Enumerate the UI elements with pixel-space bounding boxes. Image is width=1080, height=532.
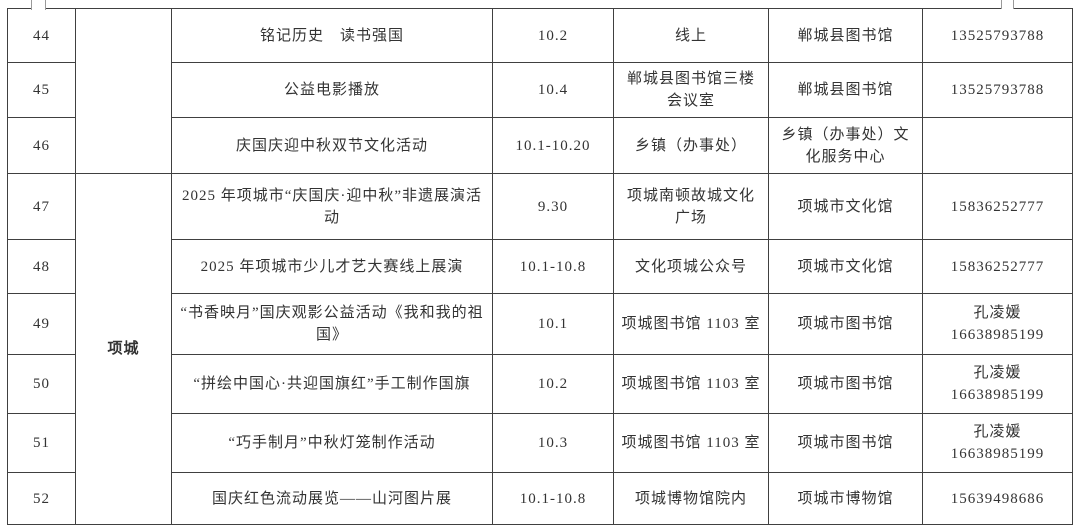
- row-number-cell: 46: [7, 117, 76, 174]
- row-number-cell: 50: [7, 354, 76, 414]
- contact-cell: 15639498686: [922, 472, 1073, 525]
- row-number-cell: 47: [7, 173, 76, 240]
- table-row: 45 公益电影播放 10.4 郸城县图书馆三楼会议室 郸城县图书馆 135257…: [7, 62, 1073, 118]
- organizer-cell: 项城市文化馆: [768, 239, 923, 294]
- row-number-cell: 45: [7, 62, 76, 118]
- date-cell: 10.1-10.20: [492, 117, 614, 174]
- date-cell: 9.30: [492, 173, 614, 240]
- date-cell: 10.1-10.8: [492, 472, 614, 525]
- contact-cell: 孔凌媛 16638985199: [922, 354, 1073, 414]
- date-cell: 10.3: [492, 413, 614, 473]
- contact-cell: 13525793788: [922, 62, 1073, 118]
- organizer-cell: 项城市文化馆: [768, 173, 923, 240]
- activities-table: 44 铭记历史 读书强国 10.2 线上 郸城县图书馆 13525793788 …: [7, 8, 1073, 525]
- table-row: 47 项城 2025 年项城市“庆国庆·迎中秋”非遗展演活动 9.30 项城南顿…: [7, 173, 1073, 525]
- row-number-cell: 52: [7, 472, 76, 525]
- organizer-cell: 乡镇（办事处）文化服务中心: [768, 117, 923, 174]
- table-row: 44 铭记历史 读书强国 10.2 线上 郸城县图书馆 13525793788: [7, 8, 1073, 174]
- venue-cell: 项城博物馆院内: [613, 472, 769, 525]
- top-border-gap-left: [31, 0, 46, 10]
- venue-cell: 项城南顿故城文化广场: [613, 173, 769, 240]
- activity-cell: “拼绘中国心·共迎国旗红”手工制作国旗: [171, 354, 493, 414]
- activity-cell: 公益电影播放: [171, 62, 493, 118]
- contact-cell: 孔凌媛 16638985199: [922, 293, 1073, 355]
- row-number-cell: 48: [7, 239, 76, 294]
- table-row: 52 国庆红色流动展览——山河图片展 10.1-10.8 项城博物馆院内 项城市…: [7, 472, 1073, 525]
- date-cell: 10.4: [492, 62, 614, 118]
- organizer-cell: 项城市图书馆: [768, 293, 923, 355]
- activity-cell: 国庆红色流动展览——山河图片展: [171, 472, 493, 525]
- venue-cell: 项城图书馆 1103 室: [613, 413, 769, 473]
- venue-cell: 郸城县图书馆三楼会议室: [613, 62, 769, 118]
- contact-cell: 13525793788: [922, 8, 1073, 63]
- activity-cell: 铭记历史 读书强国: [171, 8, 493, 63]
- date-cell: 10.1: [492, 293, 614, 355]
- organizer-cell: 项城市博物馆: [768, 472, 923, 525]
- activity-cell: 庆国庆迎中秋双节文化活动: [171, 117, 493, 174]
- top-border-gap-right: [1001, 0, 1014, 9]
- contact-cell: 孔凌媛 16638985199: [922, 413, 1073, 473]
- organizer-cell: 项城市图书馆: [768, 354, 923, 414]
- contact-cell: 15836252777: [922, 173, 1073, 240]
- row-number-cell: 49: [7, 293, 76, 355]
- date-cell: 10.2: [492, 354, 614, 414]
- row-number-cell: 44: [7, 8, 76, 63]
- contact-cell: [922, 117, 1073, 174]
- organizer-cell: 项城市图书馆: [768, 413, 923, 473]
- region-cell: [75, 8, 172, 174]
- row-number-cell: 51: [7, 413, 76, 473]
- table-row: 46 庆国庆迎中秋双节文化活动 10.1-10.20 乡镇（办事处） 乡镇（办事…: [7, 117, 1073, 174]
- organizer-cell: 郸城县图书馆: [768, 62, 923, 118]
- venue-cell: 项城图书馆 1103 室: [613, 293, 769, 355]
- venue-cell: 项城图书馆 1103 室: [613, 354, 769, 414]
- contact-cell: 15836252777: [922, 239, 1073, 294]
- region-cell: 项城: [75, 173, 172, 525]
- venue-cell: 文化项城公众号: [613, 239, 769, 294]
- organizer-cell: 郸城县图书馆: [768, 8, 923, 63]
- venue-cell: 线上: [613, 8, 769, 63]
- table-row: 51 “巧手制月”中秋灯笼制作活动 10.3 项城图书馆 1103 室 项城市图…: [7, 413, 1073, 473]
- activity-cell: 2025 年项城市“庆国庆·迎中秋”非遗展演活动: [171, 173, 493, 240]
- activity-cell: “巧手制月”中秋灯笼制作活动: [171, 413, 493, 473]
- date-cell: 10.1-10.8: [492, 239, 614, 294]
- venue-cell: 乡镇（办事处）: [613, 117, 769, 174]
- date-cell: 10.2: [492, 8, 614, 63]
- table-row: 49 “书香映月”国庆观影公益活动《我和我的祖国》 10.1 项城图书馆 110…: [7, 293, 1073, 355]
- activity-cell: 2025 年项城市少儿才艺大赛线上展演: [171, 239, 493, 294]
- activity-cell: “书香映月”国庆观影公益活动《我和我的祖国》: [171, 293, 493, 355]
- table-row: 50 “拼绘中国心·共迎国旗红”手工制作国旗 10.2 项城图书馆 1103 室…: [7, 354, 1073, 414]
